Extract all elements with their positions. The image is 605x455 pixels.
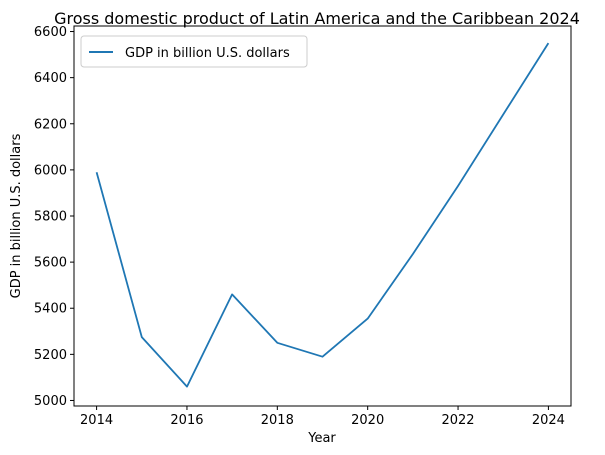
legend-box (80, 35, 308, 68)
x-axis-label: Year (307, 431, 336, 446)
y-tick-label: 5600 (34, 256, 67, 271)
y-axis: 5000 5200 5400 5600 5800 6000 6200 6400 6600 (34, 25, 74, 409)
series-layer (95, 42, 550, 388)
x-axis: 2014 2016 2018 2020 2022 2024 (80, 406, 565, 428)
y-tick-label: 6200 (34, 117, 67, 132)
y-tick-label: 6400 (34, 71, 67, 86)
plot-area-frame (73, 25, 572, 407)
y-axis-label: GDP in billion U.S. dollars (9, 133, 24, 298)
y-tick-label: 6600 (34, 25, 67, 40)
y-tick-label: 5200 (34, 348, 67, 363)
x-tick-label: 2018 (261, 413, 294, 428)
y-tick-label: 5800 (34, 210, 67, 225)
y-tick-label: 6000 (34, 163, 67, 178)
x-tick-label: 2020 (351, 413, 384, 428)
chart-title: Gross domestic product of Latin America … (54, 9, 580, 28)
x-tick-label: 2022 (441, 413, 474, 428)
x-tick-label: 2024 (532, 413, 565, 428)
y-tick-label: 5000 (34, 394, 67, 409)
series-line (95, 42, 550, 388)
legend-label: GDP in billion U.S. dollars (125, 46, 290, 61)
x-tick-label: 2014 (80, 413, 113, 428)
legend: GDP in billion U.S. dollars (80, 35, 308, 68)
x-tick-label: 2016 (170, 413, 203, 428)
y-tick-label: 5400 (34, 302, 67, 317)
